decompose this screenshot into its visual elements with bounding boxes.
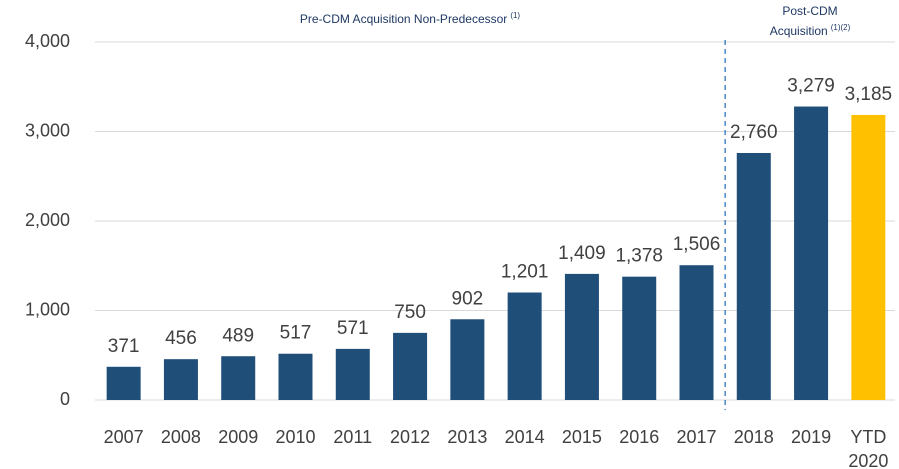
x-tick-label: 2018 — [734, 427, 774, 447]
bar — [393, 332, 428, 400]
x-tick-label: 2010 — [275, 427, 315, 447]
x-tick-label-line: YTD — [850, 427, 886, 447]
annotation-sup: (1) — [510, 11, 520, 20]
annotation-sup: (1)(2) — [831, 23, 851, 32]
value-label: 571 — [337, 318, 369, 339]
x-tick-label: 2019 — [791, 427, 831, 447]
bar — [794, 106, 829, 400]
x-tick-label: 2009 — [218, 427, 258, 447]
x-tick-label: 2012 — [390, 427, 430, 447]
value-label: 1,201 — [501, 262, 549, 283]
bar — [335, 348, 370, 400]
bar — [736, 152, 771, 400]
value-label: 456 — [165, 328, 197, 349]
value-label: 1,506 — [673, 234, 721, 255]
x-tick-label: 2007 — [104, 427, 144, 447]
bar — [622, 276, 657, 400]
x-tick-label: YTD 2020 — [848, 427, 888, 469]
bar — [278, 353, 313, 400]
x-tick-label: 2014 — [505, 427, 545, 447]
annotation: Acquisition (1)(2) — [770, 23, 851, 38]
x-tick-label: 2017 — [676, 427, 716, 447]
x-tick-label: 2011 — [333, 427, 372, 447]
annotation: Post-CDM — [782, 4, 837, 18]
bar — [564, 273, 599, 400]
value-label: 2,760 — [730, 122, 778, 143]
value-label: 902 — [452, 288, 484, 309]
x-tick-label-line: 2020 — [848, 451, 888, 469]
y-tick-label: 0 — [60, 389, 70, 409]
value-label: 371 — [108, 336, 140, 357]
x-tick-label: 2013 — [447, 427, 487, 447]
annotation-text: Pre-CDM Acquisition Non-Predecessor — [300, 12, 507, 26]
value-label: 489 — [222, 325, 254, 346]
y-tick-label: 4,000 — [25, 31, 70, 51]
bar — [450, 319, 485, 400]
value-label: 3,185 — [845, 84, 893, 105]
x-tick-label: 2008 — [161, 427, 201, 447]
value-label: 1,378 — [615, 246, 663, 267]
annotation: Pre-CDM Acquisition Non-Predecessor (1) — [300, 11, 521, 26]
y-tick-label: 1,000 — [25, 299, 70, 319]
x-tick-label: 2015 — [562, 427, 602, 447]
bar — [221, 356, 256, 400]
value-label: 517 — [280, 323, 312, 344]
annotation-text: Post-CDM — [782, 4, 837, 18]
x-tick-label: 2016 — [619, 427, 659, 447]
value-label: 3,279 — [787, 76, 835, 97]
annotation-text: Acquisition — [770, 24, 828, 38]
y-tick-label: 2,000 — [25, 210, 70, 230]
y-tick-label: 3,000 — [25, 120, 70, 140]
value-label: 1,409 — [558, 243, 606, 264]
bar — [679, 265, 714, 400]
bar — [507, 292, 542, 400]
bar — [851, 114, 886, 400]
bar — [106, 366, 141, 400]
value-label: 750 — [394, 302, 426, 323]
bar — [163, 359, 198, 400]
